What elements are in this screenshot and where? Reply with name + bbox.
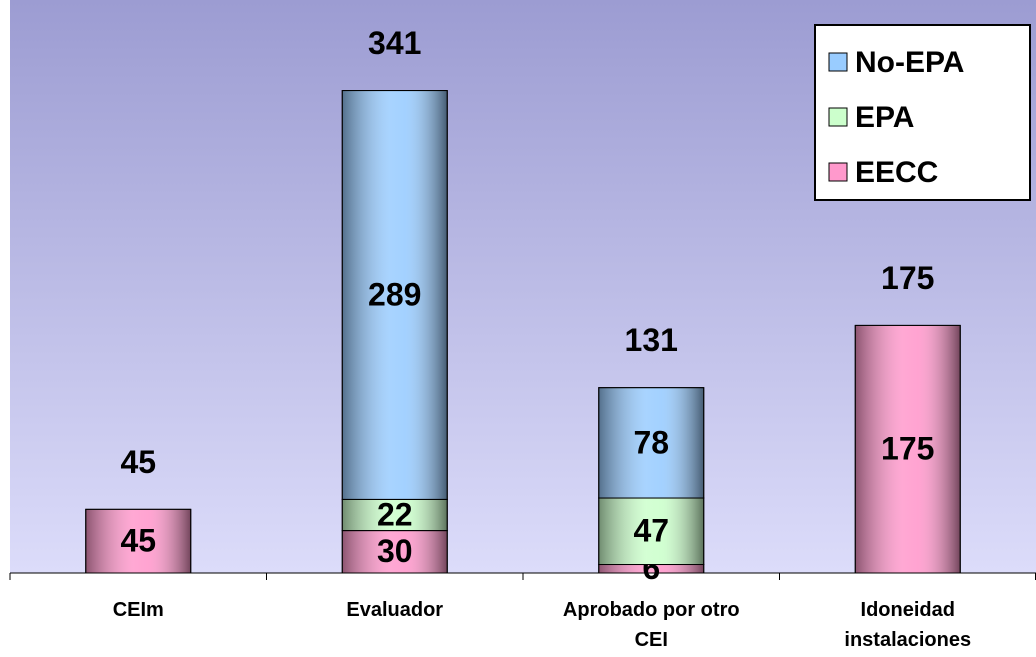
total-label: 175 xyxy=(881,260,934,296)
x-tick-label: Aprobado por otro CEI xyxy=(562,599,740,651)
x-tick-label: Evaluador xyxy=(346,599,444,621)
legend-swatch xyxy=(828,107,848,127)
segment-label: 78 xyxy=(633,424,669,460)
legend-label: EECC xyxy=(855,156,938,189)
total-label: 341 xyxy=(368,25,421,61)
legend-swatch xyxy=(828,52,848,72)
legend-swatch xyxy=(828,162,848,182)
legend-label: No-EPA xyxy=(855,46,964,79)
total-label: 45 xyxy=(120,444,156,480)
legend-label: EPA xyxy=(855,101,914,134)
segment-label: 30 xyxy=(377,533,413,569)
x-tick-label: CEIm xyxy=(112,599,164,621)
x-tick-label: Idoneidad instalaciones xyxy=(844,599,972,651)
bar-outline xyxy=(341,90,448,500)
legend-box xyxy=(814,24,1031,201)
segment-label: 22 xyxy=(377,496,413,532)
segment-label: 47 xyxy=(633,513,669,549)
segment-label: 45 xyxy=(120,523,156,559)
total-label: 131 xyxy=(625,322,678,358)
bar-outline xyxy=(598,387,705,499)
segment-label: 289 xyxy=(368,276,421,312)
segment-label: 175 xyxy=(881,431,934,467)
